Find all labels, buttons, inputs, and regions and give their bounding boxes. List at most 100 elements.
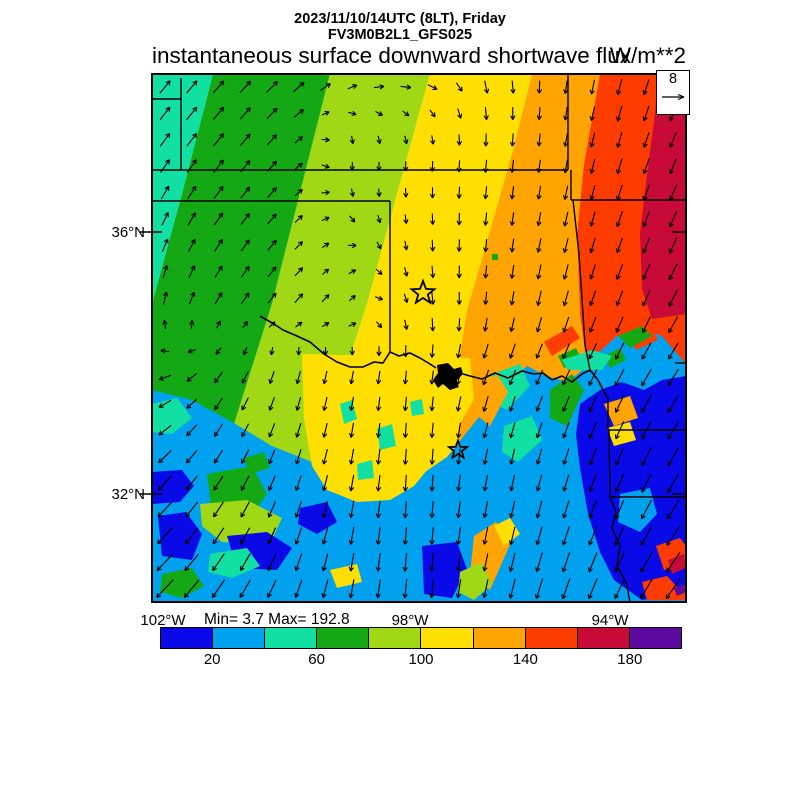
wind-arrow [429,553,435,572]
wind-arrow [536,133,542,147]
wind-arrow [267,266,277,278]
wind-arrow [588,448,597,466]
wind-arrow [509,474,516,492]
wind-arrow [455,500,462,519]
wind-arrow [212,527,225,545]
wind-arrow [266,80,279,93]
wind-arrow [321,474,329,492]
wind-arrow [321,448,328,465]
map-plot [140,73,687,603]
wind-arrow [213,423,223,437]
state-border-line [608,429,611,498]
flux-region [330,564,362,588]
wind-arrow [642,158,650,175]
wind-arrow [615,264,624,280]
wind-arrow [294,579,303,598]
wind-arrow [615,290,624,307]
wind-arrow [375,553,381,572]
wind-arrow [456,239,462,252]
wind-arrow [509,264,515,279]
flux-region [410,399,424,416]
wind-arrow [321,137,330,143]
wind-arrow [240,501,250,518]
wind-arrow [348,579,355,599]
wind-arrow [641,342,652,360]
wind-arrow [668,316,679,334]
wind-arrow [455,579,462,599]
wind-arrow [429,160,436,172]
flux-region [640,74,686,319]
wind-arrow [403,214,409,224]
wind-arrow [162,265,169,279]
wind-arrow [242,320,249,329]
wind-arrow [266,107,278,120]
wind-arrow [186,424,198,437]
wind-arrow [482,500,489,519]
wind-arrow [375,422,382,438]
wind-arrow [403,240,409,251]
wind-arrow [349,396,355,412]
wind-arrow [374,84,385,90]
wind-arrow [642,132,650,148]
wind-arrow [183,579,200,599]
wind-arrow [615,237,623,254]
wind-arrow [509,159,516,173]
wind-arrow [642,263,651,281]
wind-arrow [294,241,304,250]
wind-arrow [296,346,302,356]
colorbar-tick-label: 100 [408,651,434,668]
wind-arrow [427,84,438,90]
wind-arrow [375,474,382,492]
wind-arrow [158,374,172,381]
wind-arrow [509,448,516,465]
wind-arrow [588,526,598,546]
wind-arrow [430,291,436,305]
wind-arrow [157,501,173,518]
wind-arrow [293,108,304,118]
wind-arrow [189,320,195,329]
wind-arrow [159,80,171,94]
wind-arrow [509,186,516,200]
lat-tick-label-32n: 32°N [111,486,145,503]
wind-arrow [158,424,172,436]
wind-arrow [348,110,357,117]
wind-arrow [429,448,435,465]
wind-arrow [349,370,355,385]
wind-arrow [376,241,382,250]
wind-arrow [267,501,276,518]
wind-arrow [589,264,596,280]
wind-arrow [268,449,276,465]
wind-arrow [483,107,489,121]
wind-arrow [614,526,625,546]
wind-arrow [321,579,329,599]
colorbar-cell [420,628,473,648]
wind-arrow [455,422,462,439]
colorbar-cell [472,628,525,648]
wind-arrow [455,396,462,412]
flux-region [576,376,686,600]
wind-arrow [563,133,569,147]
wind-arrow [535,422,543,439]
wind-arrow [642,290,651,307]
flux-region [340,400,357,424]
wind-arrow [509,317,515,332]
wind-arrow [402,500,409,519]
wind-arrow [615,211,623,228]
wind-arrow [162,291,169,305]
wind-arrow [187,185,197,200]
wind-arrow [587,578,598,600]
wind-arrow [641,368,652,387]
wind-arrow [642,105,650,122]
wind-arrow [536,290,542,306]
wind-arrow [321,501,329,518]
wind-arrow [563,159,569,174]
reference-vector-value: 8 [668,71,678,87]
wind-arrow [642,237,651,254]
wind-arrow [665,578,681,600]
page-title: instantaneous surface downward shortwave… [152,43,632,68]
wind-arrow [667,421,680,440]
map-frame [151,73,687,603]
wind-arrow [239,80,252,94]
wind-arrow [429,109,436,118]
wind-arrow [641,473,652,493]
